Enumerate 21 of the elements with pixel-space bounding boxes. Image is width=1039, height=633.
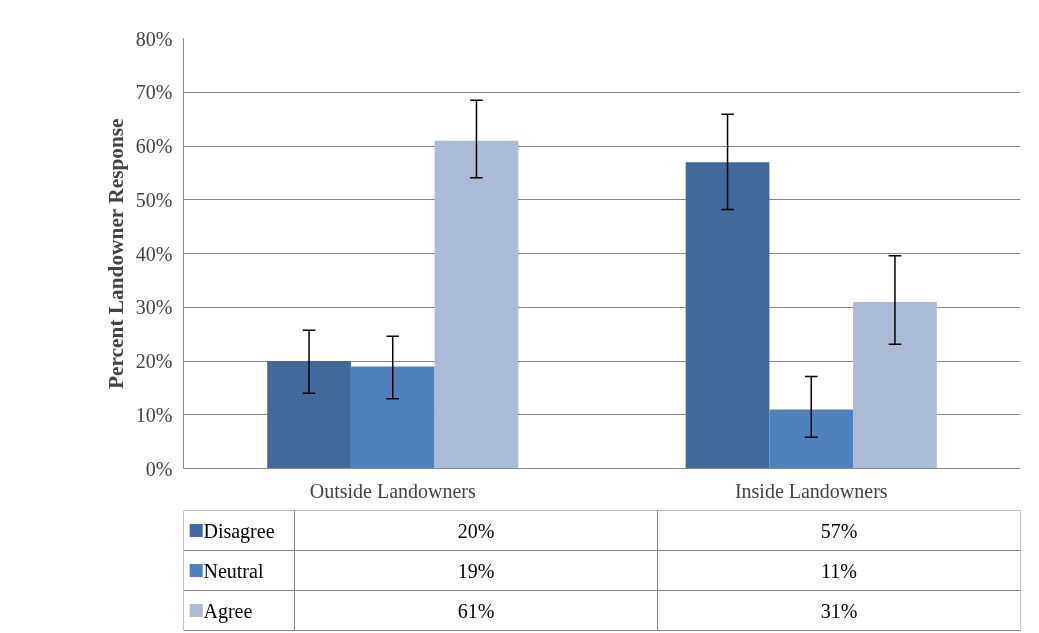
data-label: 61% [457,599,495,622]
legend-label: Agree [203,599,253,623]
data-label: 20% [457,519,495,542]
data-label: 57% [820,519,858,542]
data-label: 11% [821,559,857,582]
legend-label: Disagree [203,519,275,543]
x-tick-label: Inside Landowners [734,479,888,502]
y-tick-label: 50% [135,188,173,211]
y-tick-label: 70% [135,81,173,104]
legend-label: Neutral [203,559,264,582]
data-label: 31% [820,599,858,622]
y-tick-label: 80% [135,27,173,50]
y-tick-label: 60% [135,135,173,157]
x-tick-label: Outside Landowners [309,479,476,502]
y-tick-label: 30% [135,296,173,319]
y-tick-label: 20% [135,350,173,372]
y-tick-label: 0% [145,457,173,480]
data-label: 19% [457,559,495,582]
y-tick-label: 40% [135,242,173,265]
y-axis-title: Percent Landowner Response [103,118,128,389]
y-tick-label: 10% [135,403,173,426]
